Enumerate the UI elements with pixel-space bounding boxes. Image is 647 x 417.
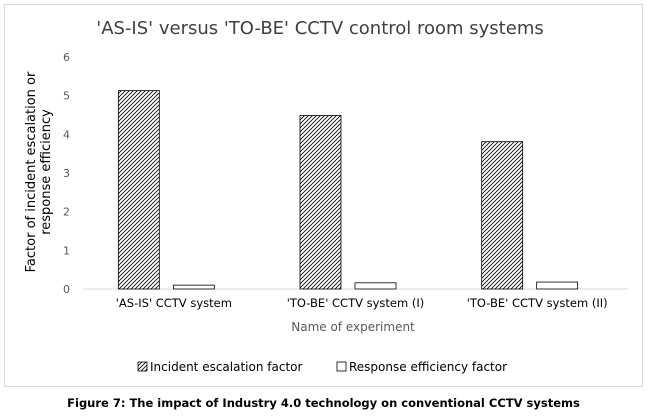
y-axis-label-line-1: Factor of incident escalation or	[24, 71, 39, 272]
legend-label: Response efficiency factor	[349, 360, 507, 374]
figure-caption: Figure 7: The impact of Industry 4.0 tec…	[67, 396, 580, 410]
y-tick-label: 6	[63, 51, 70, 64]
y-tick-label: 2	[63, 206, 70, 219]
plot-area: 0 1 2 3 4 5 6 'AS-IS' CCTV system 'TO-BE' CCTV s…	[63, 51, 628, 310]
legend-swatch	[137, 361, 148, 372]
legend-label: Incident escalation factor	[150, 360, 302, 374]
y-tick-label: 3	[63, 167, 70, 180]
bar	[481, 141, 524, 290]
bar-chart: 'AS-IS' versus 'TO-BE' CCTV control room…	[24, 18, 628, 374]
legend-swatch	[336, 361, 347, 372]
y-tick-label: 0	[63, 283, 70, 296]
y-tick-label: 1	[63, 244, 70, 257]
bar	[536, 281, 579, 290]
x-tick-label: 'AS-IS' CCTV system	[116, 296, 232, 310]
bar	[172, 284, 215, 290]
bar	[117, 90, 160, 290]
x-tick-label: 'TO-BE' CCTV system (II)	[467, 296, 608, 310]
x-tick-label: 'TO-BE' CCTV system (I)	[287, 296, 424, 310]
bar	[354, 282, 397, 290]
y-axis-label-line-2: response efficiency	[39, 109, 54, 235]
legend: Incident escalation factor Response effic…	[137, 360, 507, 374]
y-tick-label: 4	[63, 128, 70, 141]
x-axis-label: Name of experiment	[291, 320, 415, 334]
y-tick-label: 5	[63, 90, 70, 103]
chart-title: 'AS-IS' versus 'TO-BE' CCTV control room…	[96, 18, 543, 39]
bar	[299, 114, 342, 290]
